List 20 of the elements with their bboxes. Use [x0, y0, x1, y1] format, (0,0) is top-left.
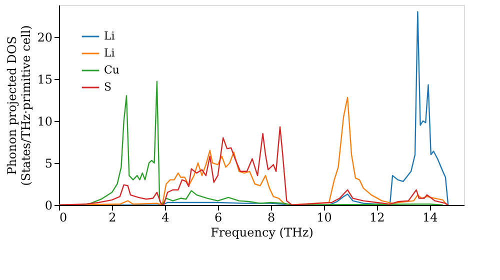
line-series — [59, 126, 449, 205]
y-axis-title: Phonon projected DOS (States/THz·primitive cell) — [5, 25, 34, 186]
x-tick-label: 4 — [162, 210, 170, 224]
legend-label: Li — [104, 46, 116, 60]
x-tick-label: 14 — [422, 210, 438, 224]
y-tick-label: 5 — [44, 156, 52, 170]
x-tick-label: 2 — [108, 210, 116, 224]
y-tick-label: 10 — [37, 114, 52, 128]
x-tick-label: 10 — [316, 210, 332, 224]
y-tick-label: 20 — [37, 30, 52, 44]
x-axis-title: Frequency (THz) — [210, 226, 314, 240]
y-tick-label: 15 — [37, 72, 52, 86]
legend-label: S — [104, 80, 112, 94]
legend-label: Cu — [104, 64, 120, 76]
x-tick-label: 12 — [370, 210, 385, 224]
x-tick-label: 6 — [214, 210, 222, 224]
x-tick-label: 0 — [60, 210, 68, 224]
x-tick-label: 8 — [267, 210, 276, 224]
legend-label: Li — [104, 30, 116, 42]
y-tick-label: 0 — [44, 198, 52, 212]
